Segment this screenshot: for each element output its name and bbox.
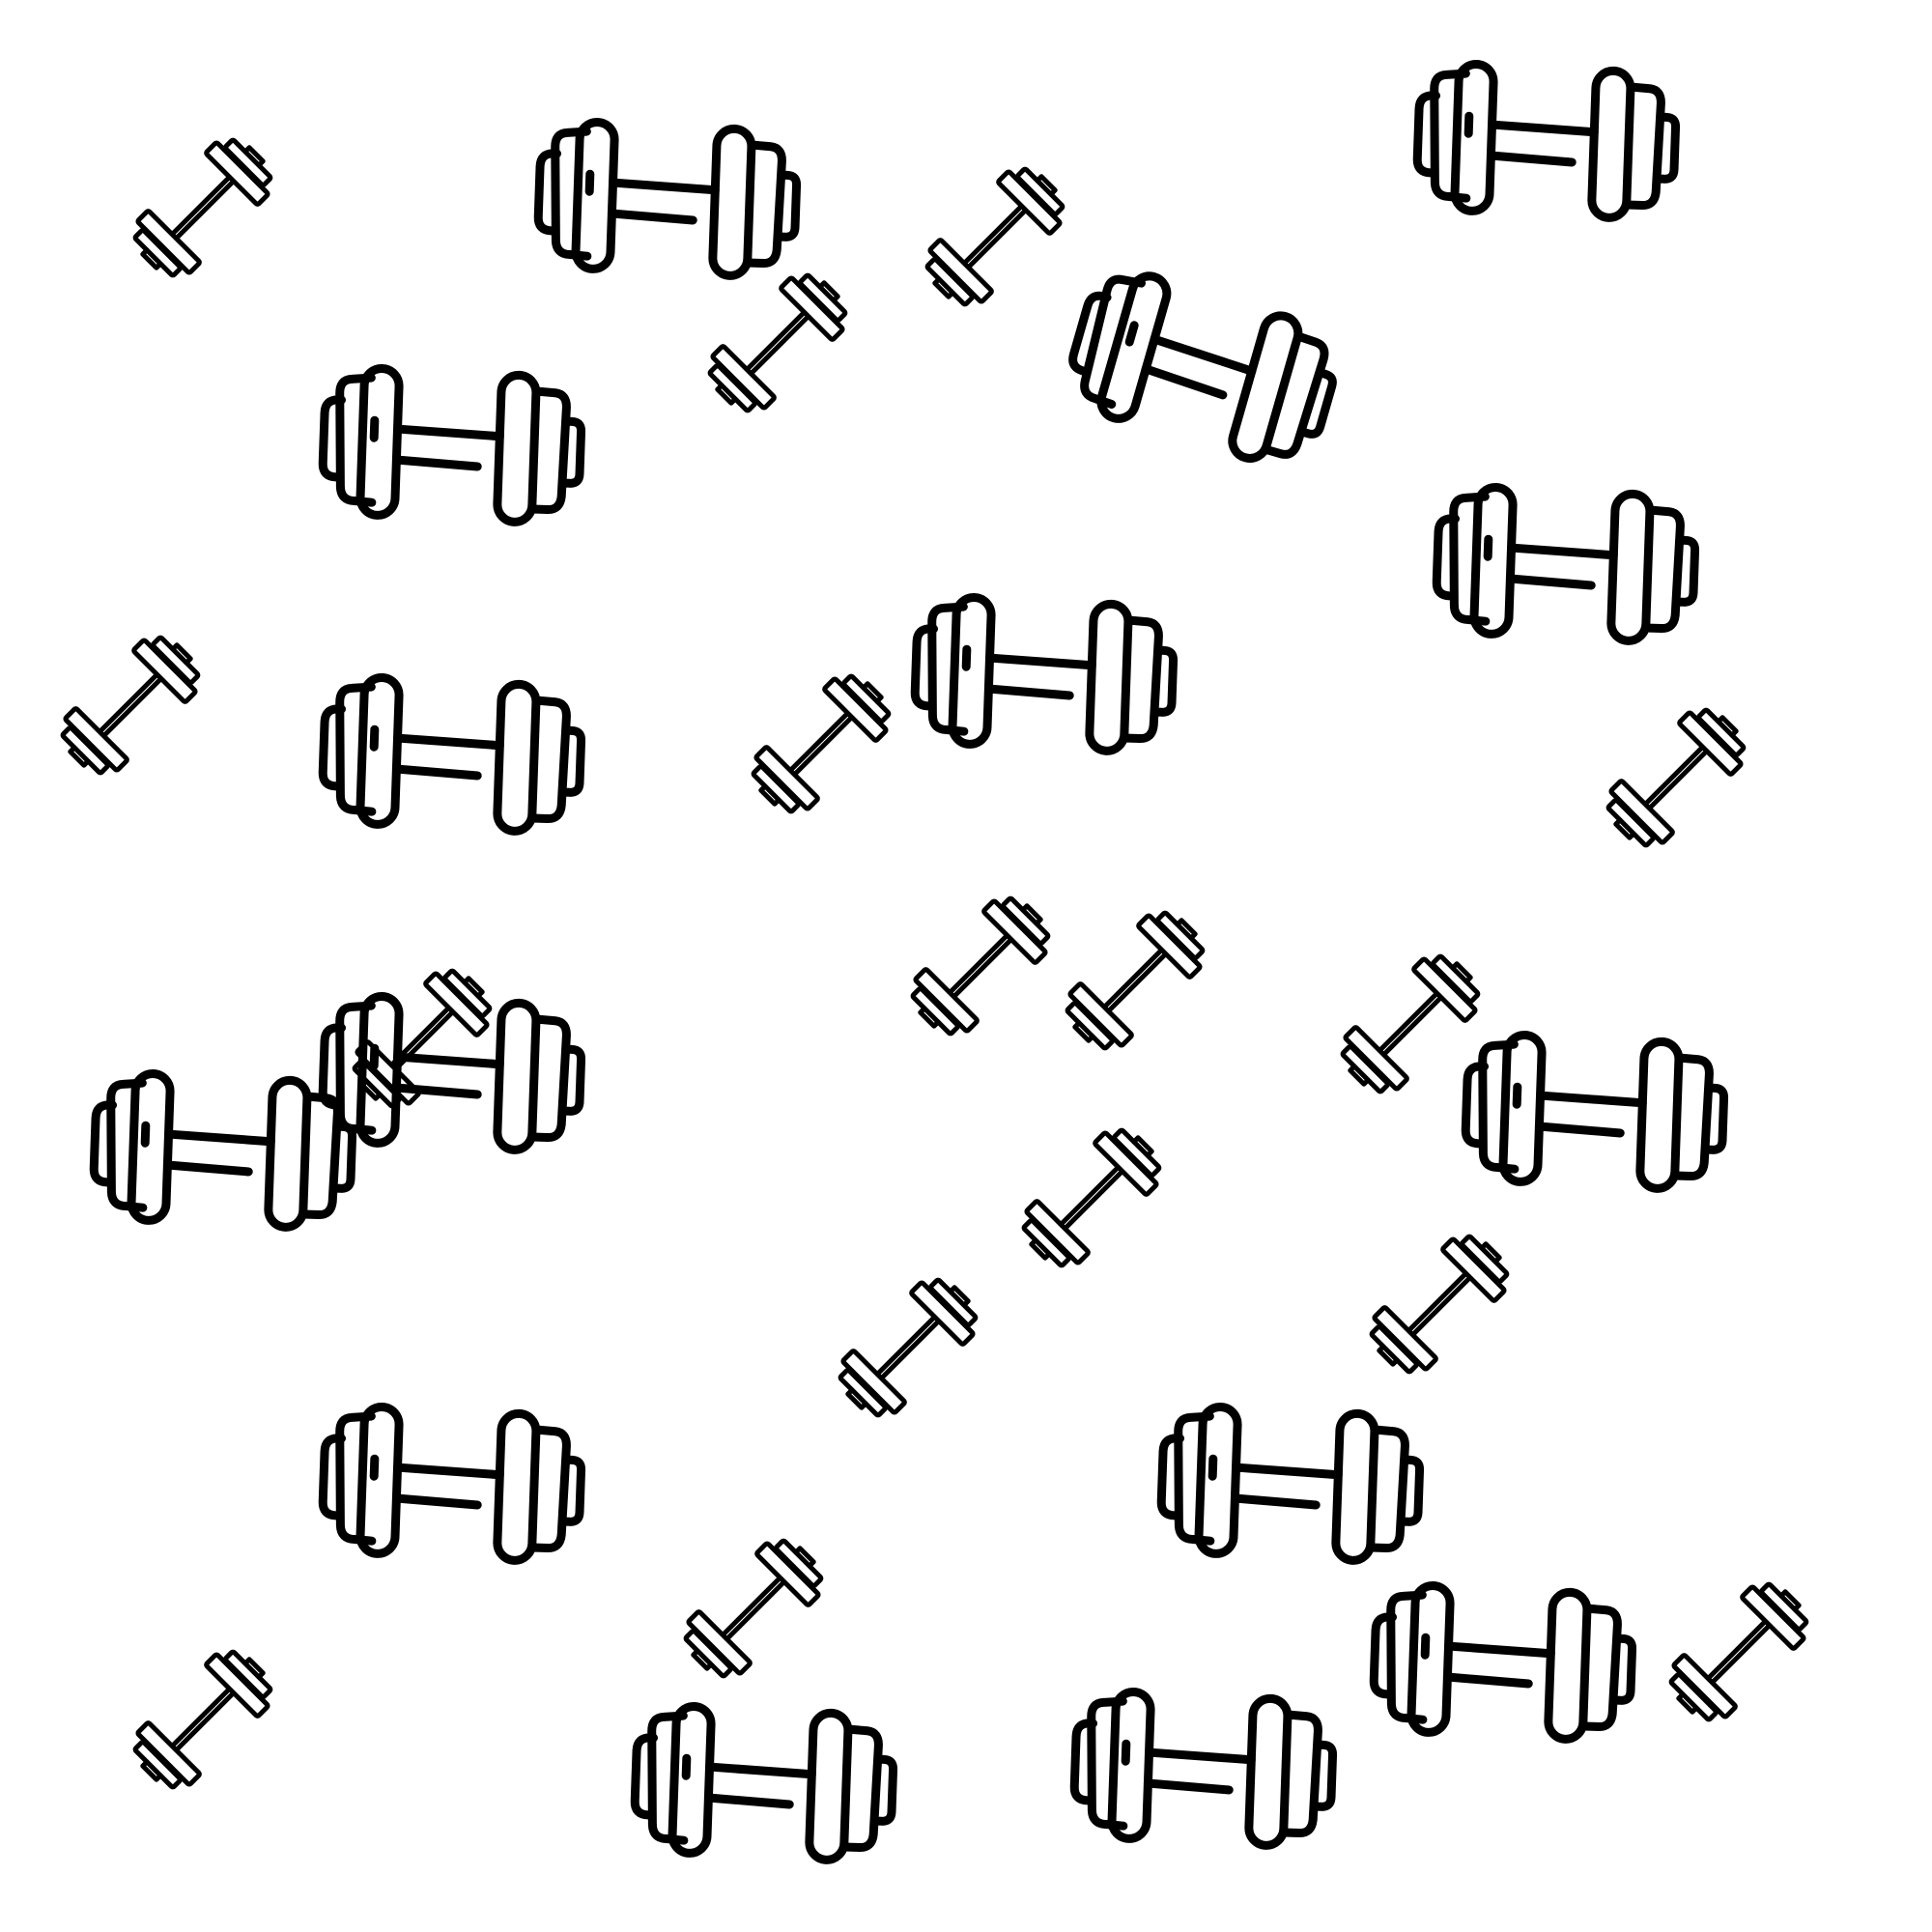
- barbell-icon: [1360, 1225, 1519, 1383]
- barbell-icon: [1012, 1119, 1171, 1277]
- dumbbell-icon: [1372, 1583, 1634, 1741]
- dumbbell-icon: [1072, 1690, 1334, 1847]
- dumbbell-icon: [321, 366, 582, 524]
- dumbbell-icon: [913, 595, 1175, 753]
- barbell-icon: [1660, 1573, 1818, 1731]
- barbell-icon: [829, 1268, 987, 1427]
- dumbbell-icon: [321, 675, 582, 833]
- barbell-icon: [1056, 901, 1214, 1060]
- barbell-icon: [916, 157, 1074, 316]
- dumbbell-icon: [1060, 262, 1348, 475]
- barbell-icon: [901, 887, 1060, 1045]
- dumbbell-icon: [536, 120, 798, 277]
- barbell-icon: [674, 1529, 833, 1688]
- dumbbell-icon: [1159, 1405, 1421, 1562]
- dumbbell-icon: [1415, 62, 1677, 219]
- barbell-icon: [124, 1640, 282, 1799]
- barbell-icon: [742, 665, 900, 823]
- barbell-icon: [1597, 698, 1755, 857]
- dumbbell-icon: [1463, 1033, 1725, 1190]
- barbell-icon: [698, 264, 857, 422]
- dumbbell-icon: [92, 1071, 354, 1229]
- dumbbell-icon: [633, 1704, 895, 1861]
- dumbbell-icon: [1435, 485, 1696, 642]
- dumbbell-icon: [321, 1405, 582, 1562]
- barbell-icon: [51, 626, 210, 784]
- barbell-icon: [124, 128, 282, 287]
